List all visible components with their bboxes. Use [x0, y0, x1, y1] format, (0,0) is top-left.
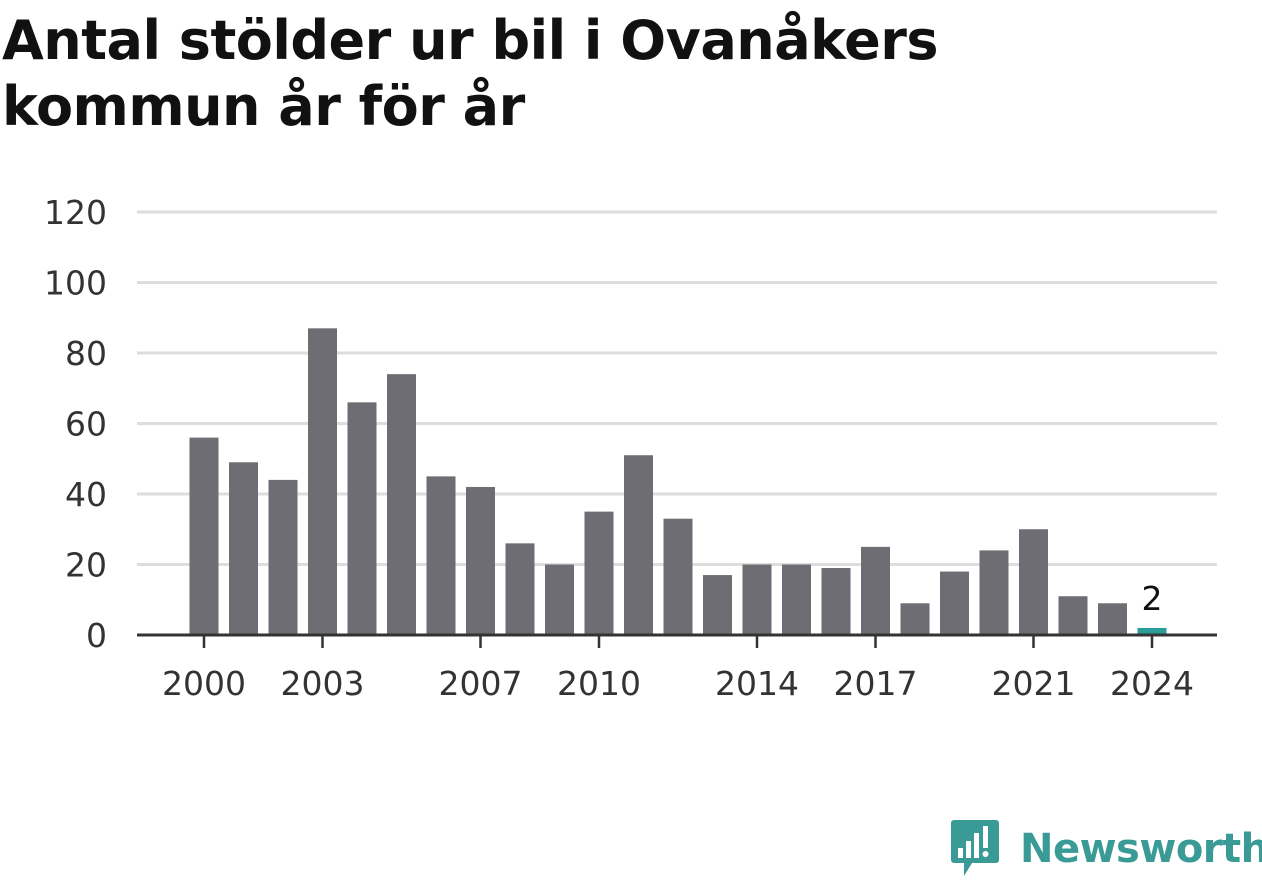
bar-2000 [189, 437, 219, 635]
y-tick-label: 20 [65, 546, 107, 585]
bar-2019 [940, 571, 969, 635]
x-axis-ticks: 2000 2003 2007 2010 2014 2017 2021 2024 [162, 635, 1194, 703]
bar-2018 [900, 603, 930, 635]
bar-2012 [663, 518, 693, 635]
x-tick-label: 2021 [992, 664, 1076, 703]
x-tick-label: 2000 [162, 664, 246, 703]
bar-2021 [1019, 529, 1048, 635]
bar-2024 [1137, 627, 1167, 635]
bar-2016 [821, 568, 851, 635]
bar-2003 [308, 328, 337, 635]
newsworthy-logo-icon [951, 820, 999, 876]
y-tick-label: 40 [65, 475, 107, 514]
brand-name: Newsworthy [1020, 826, 1262, 872]
bar-2009 [545, 564, 574, 635]
bar-2015 [782, 564, 811, 635]
bar-2013 [703, 575, 732, 635]
data-labels: 2 [1142, 579, 1163, 618]
x-tick-label: 2024 [1110, 664, 1194, 703]
y-tick-label: 80 [65, 334, 107, 373]
bar-2005 [387, 374, 416, 635]
x-tick-label: 2017 [834, 664, 918, 703]
bar-2020 [979, 550, 1009, 635]
bar-2022 [1058, 596, 1088, 635]
bars [189, 328, 1167, 635]
bar-2006 [426, 476, 456, 635]
x-tick-label: 2014 [715, 664, 799, 703]
y-tick-label: 60 [65, 405, 107, 444]
bar-2011 [624, 455, 653, 635]
bar-2004 [347, 402, 377, 635]
chart-title: Antal stölder ur bil i Ovanåkers kommun … [2, 9, 939, 138]
bar-2010 [584, 511, 614, 635]
x-tick-label: 2010 [557, 664, 641, 703]
x-tick-label: 2007 [439, 664, 523, 703]
y-tick-label: 120 [44, 193, 107, 232]
bar-2017 [861, 546, 890, 635]
bar-2001 [229, 462, 258, 635]
brand-logo: Newsworthy [950, 818, 1262, 880]
bar-2002 [268, 479, 298, 635]
y-tick-label: 100 [44, 264, 107, 303]
bar-2008 [505, 543, 535, 635]
x-tick-label: 2003 [281, 664, 365, 703]
bar-2023 [1098, 603, 1127, 635]
y-axis-ticks: 0 20 40 60 80 100 120 [44, 193, 107, 655]
grid-lines [137, 210, 1217, 566]
bar-2007 [466, 486, 495, 635]
y-tick-label: 0 [86, 616, 107, 655]
data-label-2024: 2 [1142, 579, 1163, 618]
bar-2014 [742, 564, 772, 635]
